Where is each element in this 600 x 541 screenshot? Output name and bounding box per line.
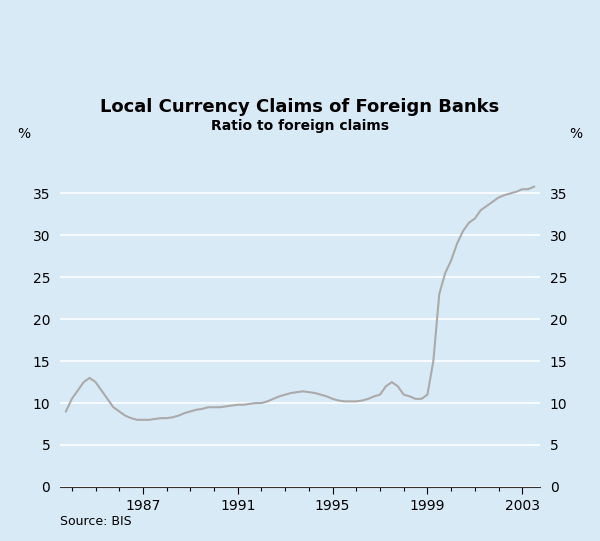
Text: Ratio to foreign claims: Ratio to foreign claims — [211, 118, 389, 133]
Text: %: % — [569, 128, 583, 141]
Text: Source: BIS: Source: BIS — [60, 515, 131, 528]
Text: Local Currency Claims of Foreign Banks: Local Currency Claims of Foreign Banks — [100, 98, 500, 116]
Text: %: % — [17, 128, 31, 141]
